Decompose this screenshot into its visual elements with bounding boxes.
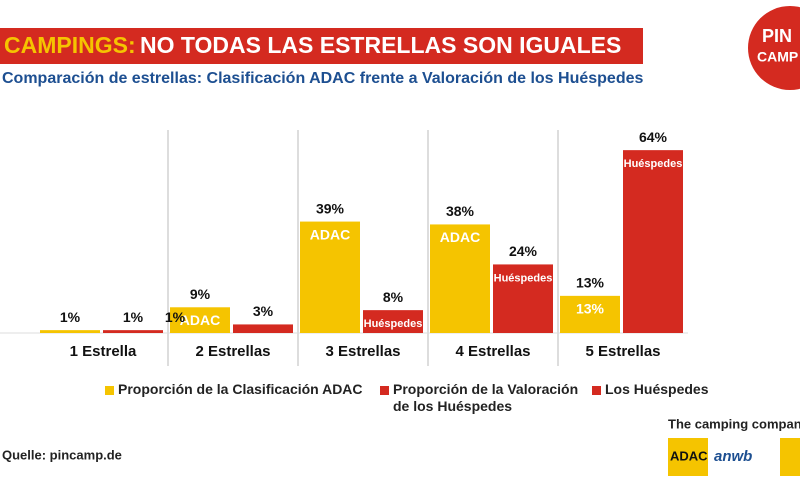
bar <box>40 330 100 333</box>
bar-inner-label: Huéspedes <box>364 318 423 330</box>
x-tick-label: 3 Estrellas <box>325 343 400 360</box>
bar <box>363 310 423 333</box>
value-label: 9% <box>190 286 211 302</box>
legend-swatch <box>592 386 601 395</box>
legend-label: Proporción de la Clasificación ADAC <box>118 381 363 397</box>
bar-inner-label: Huéspedes <box>624 158 683 170</box>
bar <box>103 330 163 333</box>
value-label: 64% <box>639 129 668 145</box>
bar <box>493 264 553 333</box>
subtitle: Comparación de estrellas: Clasificación … <box>2 70 643 87</box>
bar <box>430 224 490 333</box>
bar <box>623 150 683 333</box>
value-label: 1% <box>123 309 144 325</box>
bar <box>560 295 620 333</box>
bar-inner-label: ADAC <box>440 229 480 245</box>
legend-swatch <box>380 386 389 395</box>
brand-logo <box>668 438 708 476</box>
x-tick-label: 1 Estrella <box>70 343 137 360</box>
brand-logo <box>780 438 800 476</box>
bar-inner-label: Huéspedes <box>494 272 553 284</box>
chart-title: NO TODAS LAS ESTRELLAS SON IGUALES <box>140 32 621 58</box>
value-label: 8% <box>383 289 404 305</box>
legend-label: Proporción de la Valoración de los Huésp… <box>393 381 579 414</box>
x-tick-label: 2 Estrellas <box>195 343 270 360</box>
title-banner <box>0 28 643 64</box>
company: The camping company <box>668 416 800 431</box>
source: Quelle: pincamp.de <box>2 447 122 462</box>
x-tick-label: 4 Estrellas <box>455 343 530 360</box>
bar-inner-label: ADAC <box>180 312 220 328</box>
bar-inner-label: ADAC <box>310 226 350 242</box>
title-highlight: CAMPINGS: <box>4 32 136 58</box>
bar-inner-label: 13% <box>576 301 605 317</box>
legend-item: Los Huéspedes <box>592 381 785 398</box>
legend-swatch <box>105 386 114 395</box>
value-label: 3% <box>253 303 274 319</box>
annotation: 1% <box>165 309 186 325</box>
x-tick-label: 5 Estrellas <box>585 343 660 360</box>
legend-label: Los Huéspedes <box>605 381 709 397</box>
logo-text: PIN <box>762 26 792 46</box>
logo-text: CAMP <box>757 49 798 65</box>
bar <box>170 307 230 333</box>
brand-text: ADAC <box>670 448 708 463</box>
legend-item: Proporción de la Valoración de los Huésp… <box>380 381 593 415</box>
brand-text: anwb <box>714 448 752 465</box>
value-label: 24% <box>509 243 538 259</box>
value-label: 38% <box>446 203 475 219</box>
bar <box>300 221 360 333</box>
value-label: 39% <box>316 200 345 216</box>
bar <box>233 324 293 333</box>
legend-item: Proporción de la Clasificación ADAC <box>105 381 378 398</box>
logo <box>748 6 800 90</box>
value-label: 13% <box>576 275 605 291</box>
value-label: 1% <box>60 309 81 325</box>
